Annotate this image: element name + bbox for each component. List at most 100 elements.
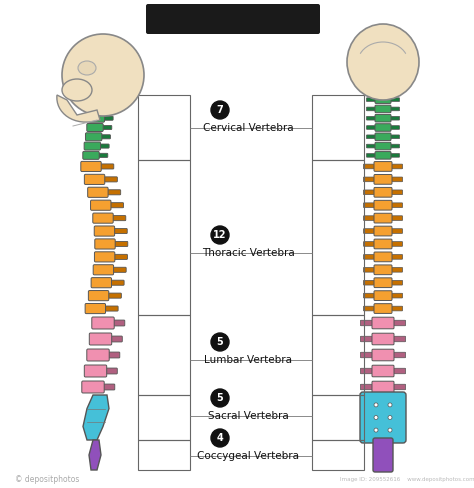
Ellipse shape (388, 415, 392, 420)
FancyBboxPatch shape (391, 255, 402, 259)
FancyBboxPatch shape (390, 107, 400, 111)
Ellipse shape (62, 79, 92, 101)
FancyBboxPatch shape (104, 98, 116, 102)
Ellipse shape (388, 403, 392, 407)
FancyBboxPatch shape (111, 320, 125, 326)
FancyBboxPatch shape (84, 174, 105, 184)
FancyBboxPatch shape (85, 304, 106, 314)
Circle shape (211, 333, 229, 351)
FancyBboxPatch shape (112, 242, 128, 246)
FancyBboxPatch shape (364, 293, 375, 298)
FancyBboxPatch shape (82, 381, 104, 393)
Bar (138, 315, 190, 395)
FancyBboxPatch shape (146, 4, 320, 34)
FancyBboxPatch shape (375, 114, 391, 122)
FancyBboxPatch shape (374, 252, 392, 262)
FancyBboxPatch shape (391, 267, 402, 272)
FancyBboxPatch shape (360, 384, 374, 390)
FancyBboxPatch shape (87, 349, 109, 361)
FancyBboxPatch shape (390, 135, 400, 139)
FancyBboxPatch shape (364, 242, 375, 246)
FancyBboxPatch shape (84, 142, 100, 150)
FancyBboxPatch shape (391, 164, 402, 169)
FancyBboxPatch shape (375, 96, 391, 103)
FancyBboxPatch shape (366, 144, 377, 148)
FancyBboxPatch shape (374, 278, 392, 287)
FancyBboxPatch shape (392, 384, 406, 390)
Circle shape (211, 101, 229, 119)
FancyBboxPatch shape (374, 162, 392, 171)
Bar (312, 440, 364, 470)
FancyBboxPatch shape (391, 281, 402, 285)
FancyBboxPatch shape (110, 216, 126, 221)
FancyBboxPatch shape (364, 267, 375, 272)
FancyBboxPatch shape (99, 135, 110, 139)
FancyBboxPatch shape (84, 365, 107, 377)
FancyBboxPatch shape (390, 98, 400, 102)
FancyBboxPatch shape (360, 352, 374, 358)
FancyBboxPatch shape (364, 177, 375, 182)
FancyBboxPatch shape (391, 293, 402, 298)
FancyBboxPatch shape (85, 133, 102, 141)
FancyBboxPatch shape (372, 365, 394, 377)
FancyBboxPatch shape (366, 135, 377, 139)
FancyBboxPatch shape (391, 177, 402, 182)
FancyBboxPatch shape (375, 124, 391, 131)
FancyBboxPatch shape (89, 333, 112, 345)
Circle shape (211, 429, 229, 447)
FancyBboxPatch shape (392, 368, 406, 374)
FancyBboxPatch shape (391, 203, 402, 207)
PathPatch shape (89, 440, 101, 470)
Ellipse shape (62, 34, 144, 116)
Bar (312, 315, 364, 395)
FancyBboxPatch shape (88, 187, 108, 197)
FancyBboxPatch shape (372, 333, 394, 345)
FancyBboxPatch shape (92, 317, 114, 329)
FancyBboxPatch shape (88, 290, 109, 301)
FancyBboxPatch shape (93, 213, 113, 223)
FancyBboxPatch shape (103, 107, 114, 111)
FancyBboxPatch shape (372, 317, 394, 329)
Text: 4: 4 (217, 433, 223, 443)
FancyBboxPatch shape (366, 154, 377, 157)
Ellipse shape (347, 24, 419, 100)
FancyBboxPatch shape (366, 116, 377, 120)
FancyBboxPatch shape (375, 133, 391, 141)
Text: Sacral Vertebra: Sacral Vertebra (208, 411, 288, 421)
FancyBboxPatch shape (374, 187, 392, 197)
FancyBboxPatch shape (93, 264, 114, 275)
FancyBboxPatch shape (94, 252, 115, 262)
Text: Lumbar Vertebra: Lumbar Vertebra (204, 355, 292, 365)
FancyBboxPatch shape (364, 306, 375, 311)
FancyBboxPatch shape (375, 105, 391, 113)
Bar (138, 95, 190, 160)
FancyBboxPatch shape (374, 291, 392, 301)
Text: 5: 5 (217, 393, 223, 403)
FancyBboxPatch shape (98, 164, 114, 169)
Text: 5: 5 (217, 337, 223, 347)
FancyBboxPatch shape (109, 280, 124, 285)
FancyBboxPatch shape (374, 226, 392, 236)
PathPatch shape (83, 395, 109, 440)
FancyBboxPatch shape (91, 200, 111, 210)
Text: Coccygeal Vertebra: Coccygeal Vertebra (197, 451, 299, 461)
FancyBboxPatch shape (374, 304, 392, 313)
FancyBboxPatch shape (112, 228, 127, 234)
FancyBboxPatch shape (112, 254, 128, 260)
Ellipse shape (374, 428, 378, 432)
Text: © depositphotos: © depositphotos (15, 475, 79, 485)
FancyBboxPatch shape (106, 293, 121, 298)
FancyBboxPatch shape (374, 265, 392, 275)
Text: Thoracic Vertebra: Thoracic Vertebra (201, 248, 294, 258)
Bar (138, 160, 190, 315)
FancyBboxPatch shape (364, 281, 375, 285)
Bar (138, 440, 190, 470)
PathPatch shape (57, 95, 100, 122)
FancyBboxPatch shape (364, 190, 375, 195)
FancyBboxPatch shape (372, 381, 394, 393)
FancyBboxPatch shape (360, 336, 374, 342)
FancyBboxPatch shape (98, 144, 109, 148)
Ellipse shape (374, 403, 378, 407)
FancyBboxPatch shape (391, 216, 402, 221)
Ellipse shape (374, 415, 378, 420)
